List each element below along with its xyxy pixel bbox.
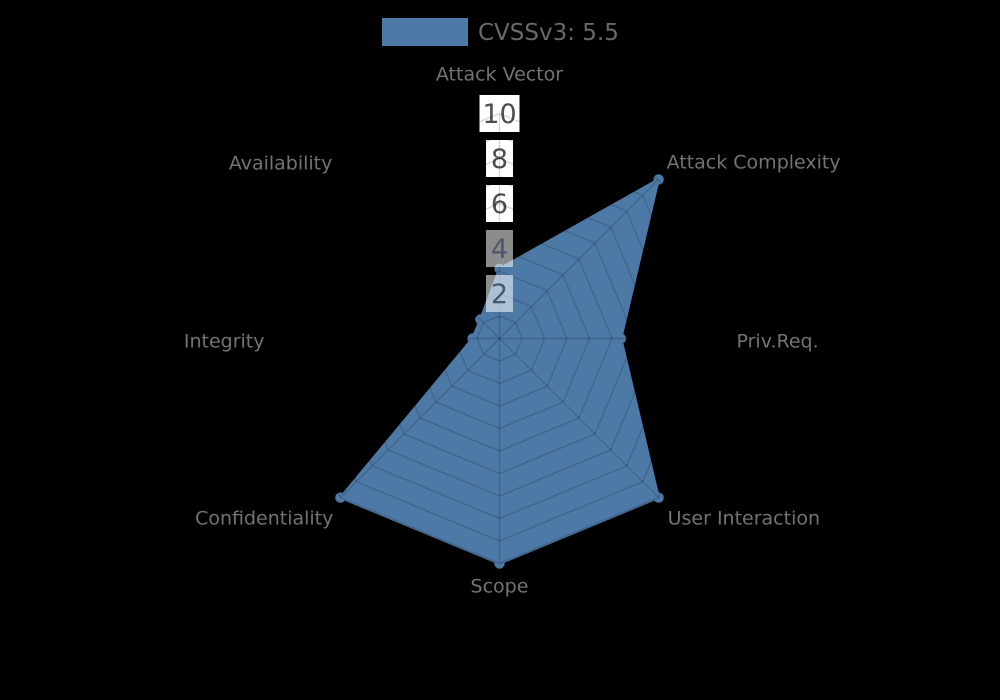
grid-ring-1 (476, 315, 523, 362)
vertex-dot-confidentiality (335, 492, 346, 503)
grid-ring-3 (431, 270, 568, 407)
axis-label-attack-complexity: Attack Complexity (667, 151, 841, 173)
tick-box-6 (486, 185, 513, 222)
tick-label-4: 4 (491, 234, 508, 265)
axis-label-integrity: Integrity (184, 331, 265, 353)
tick-box-4 (486, 230, 513, 267)
grid-ring-10 (273, 112, 726, 565)
grid-ring-5 (386, 225, 613, 452)
tick-label-8: 8 (491, 144, 508, 175)
vertex-dot-priv-req (615, 333, 627, 344)
vertex-dot-user-interaction (653, 492, 664, 503)
legend-label[interactable]: CVSSv3: 5.5 (478, 20, 619, 46)
axis-label-user-interaction: User Interaction (668, 508, 820, 530)
tick-label-6: 6 (491, 189, 508, 220)
grid-spoke-confidentiality (339, 338, 500, 499)
legend: CVSSv3: 5.5 (382, 18, 619, 46)
vertex-dot-availability (475, 314, 486, 325)
axis-label-scope: Scope (471, 576, 529, 598)
grid-spoke-user-interaction (499, 338, 660, 499)
tick-label-2: 2 (491, 279, 508, 310)
vertex-dot-attack-complexity (653, 174, 664, 185)
tick-box-8 (486, 140, 513, 177)
axis-label-priv-req: Priv.Req. (737, 331, 819, 353)
tick-box-2 (486, 275, 513, 312)
axis-label-attack-vector: Attack Vector (436, 64, 563, 86)
vertex-dot-scope (494, 558, 505, 569)
tick-box-10 (479, 95, 520, 132)
axis-label-availability: Availability (229, 152, 333, 174)
legend-swatch[interactable] (382, 18, 468, 46)
axis-label-confidentiality: Confidentiality (195, 508, 333, 530)
grid-ring-6 (363, 202, 636, 475)
grid-ring-7 (341, 180, 658, 497)
grid-ring-8 (318, 157, 681, 520)
vertex-dot-integrity (467, 333, 478, 344)
grid-spoke-attack-complexity (499, 178, 660, 339)
grid-ring-9 (296, 135, 703, 542)
tick-label-10: 10 (482, 99, 516, 130)
grid-ring-2 (453, 292, 546, 385)
grid-ring-4 (408, 247, 591, 430)
grid-spoke-availability (339, 178, 500, 339)
